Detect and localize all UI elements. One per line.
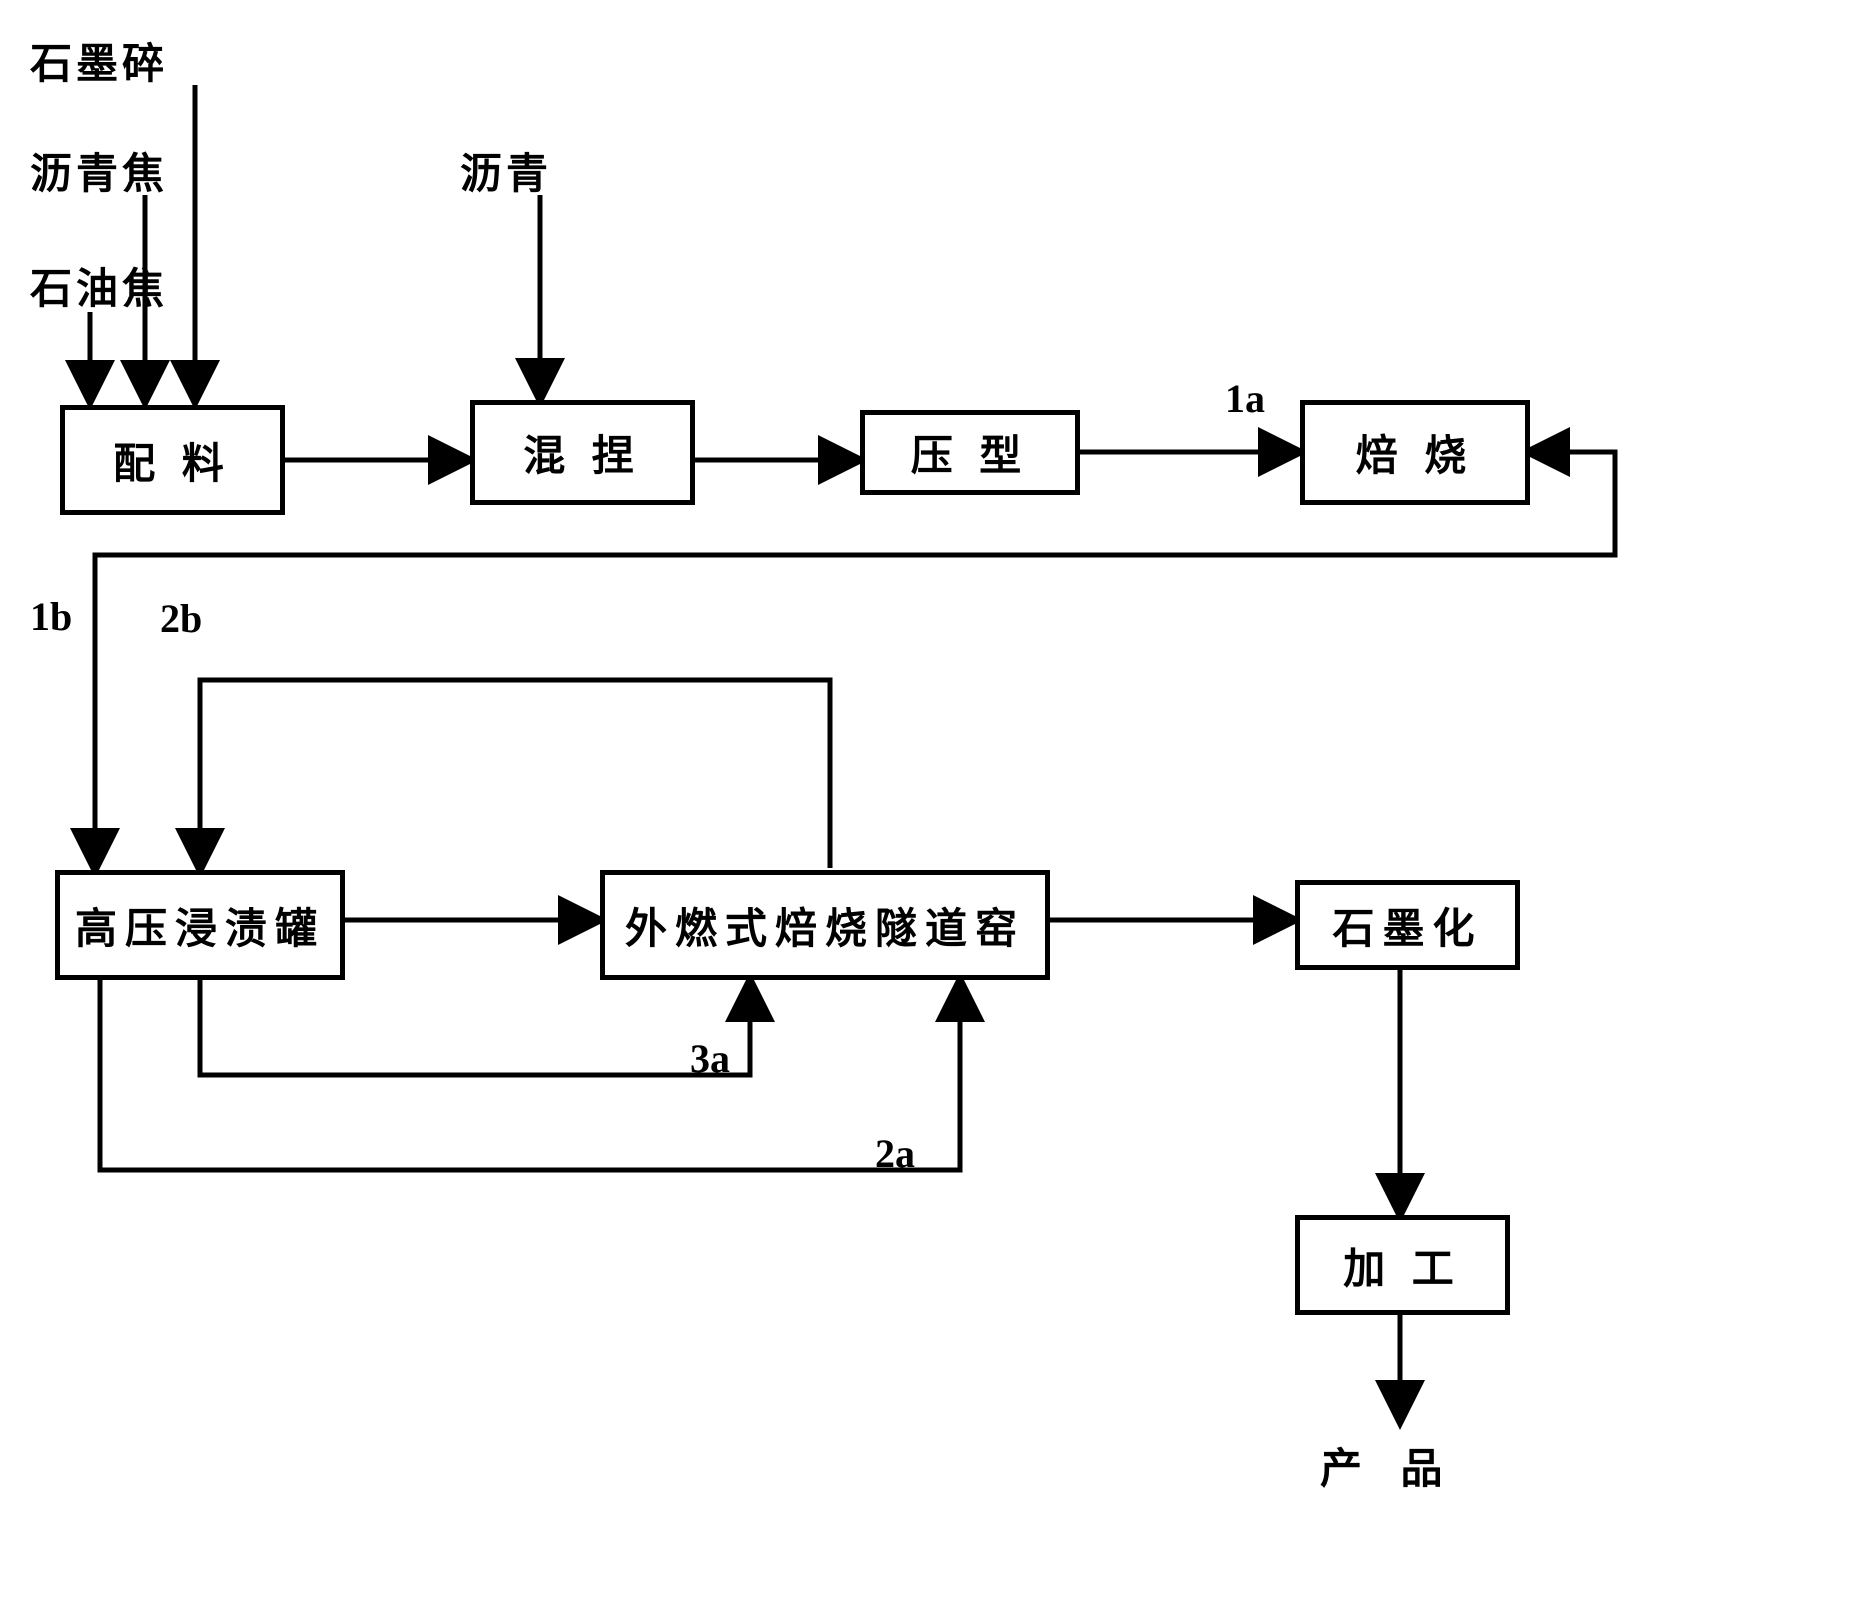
node-peiliao: 配 料 (60, 405, 285, 515)
input-shiyoujiao-label: 石油焦 (30, 255, 168, 316)
input-shimosui-label: 石墨碎 (30, 30, 168, 91)
node-shimohua: 石墨化 (1295, 880, 1520, 970)
edge-label-3a: 3a (690, 1035, 730, 1082)
edge-label-2b: 2b (160, 595, 202, 642)
output-product-label: 产 品 (1320, 1435, 1457, 1496)
node-yaxing: 压 型 (860, 410, 1080, 495)
node-gaoyajinzi: 高压浸渍罐 (55, 870, 345, 980)
node-wairanshi: 外燃式焙烧隧道窑 (600, 870, 1050, 980)
node-peishao: 焙 烧 (1300, 400, 1530, 505)
node-hunnie: 混 捏 (470, 400, 695, 505)
input-liqingjiao-label: 沥青焦 (30, 140, 168, 201)
edge-label-1a: 1a (1225, 375, 1265, 422)
edge-label-2a: 2a (875, 1130, 915, 1177)
node-jiagong: 加 工 (1295, 1215, 1510, 1315)
input-liqing-label: 沥青 (460, 140, 552, 201)
flow-lines (0, 0, 1853, 1604)
edge-label-1b: 1b (30, 593, 72, 640)
